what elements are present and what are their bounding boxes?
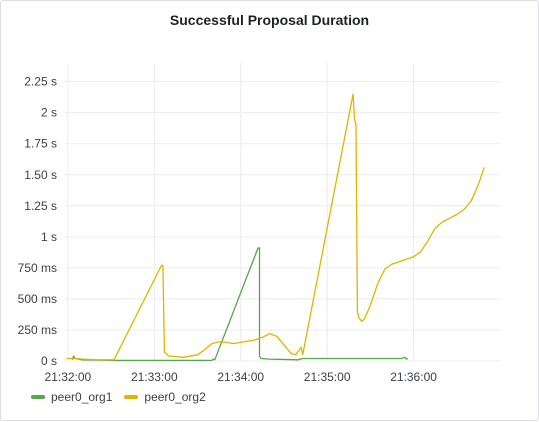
y-tick-label: 2 s xyxy=(41,106,57,120)
legend-item-peer0-org1[interactable]: peer0_org1 xyxy=(31,390,112,404)
x-tick-label: 21:36:00 xyxy=(390,370,437,384)
y-tick-label: 250 ms xyxy=(18,323,57,337)
x-tick-label: 21:34:00 xyxy=(217,370,264,384)
y-axis: 0 s 250 ms 500 ms 750 ms 1 s 1.25 s 1.50 s 1.75… xyxy=(18,75,57,368)
y-tick-label: 1.25 s xyxy=(24,199,57,213)
legend: peer0_org1 peer0_org2 xyxy=(31,390,218,404)
y-tick-label: 0 s xyxy=(41,354,57,368)
panel-title[interactable]: Successful Proposal Duration xyxy=(169,12,370,28)
grid-layer xyxy=(65,63,500,362)
y-tick-label: 500 ms xyxy=(18,292,57,306)
series-layer xyxy=(66,93,485,362)
y-tick-label: 1.50 s xyxy=(24,168,57,182)
legend-swatch xyxy=(124,395,139,399)
x-tick-label: 21:32:00 xyxy=(45,370,92,384)
legend-label: peer0_org2 xyxy=(144,390,206,404)
series-line-peer0-org2[interactable] xyxy=(66,93,485,361)
y-tick-label: 750 ms xyxy=(18,261,57,275)
x-axis: 21:32:00 21:33:00 21:34:00 21:35:00 21:36:00 xyxy=(45,370,438,384)
y-tick-label: 1.75 s xyxy=(24,137,57,151)
legend-label: peer0_org1 xyxy=(51,390,113,404)
x-tick-label: 21:33:00 xyxy=(131,370,178,384)
legend-swatch xyxy=(31,395,45,399)
x-tick-label: 21:35:00 xyxy=(304,370,351,384)
y-tick-label: 1 s xyxy=(41,230,57,244)
y-tick-label: 2.25 s xyxy=(24,75,57,89)
legend-item-peer0-org2[interactable]: peer0_org2 xyxy=(124,390,206,404)
